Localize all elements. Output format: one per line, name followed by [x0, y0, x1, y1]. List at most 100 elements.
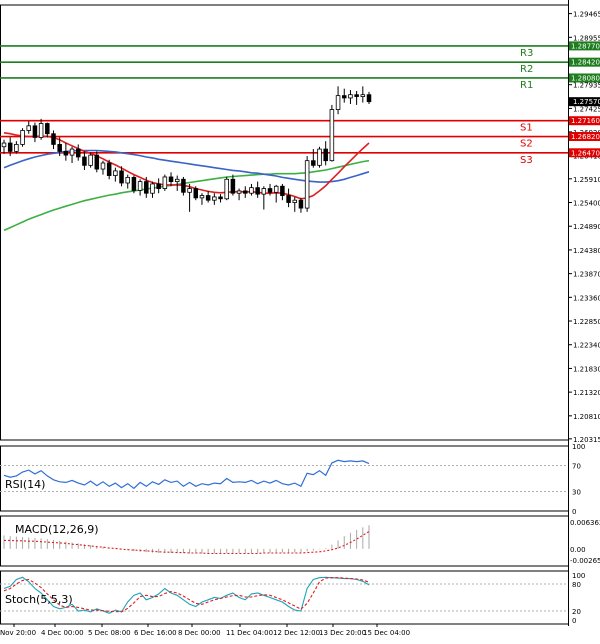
- current-price-label: 1.27570: [573, 98, 600, 106]
- stoch-tick-label: 80: [572, 581, 581, 589]
- stoch-panel-frame: [0, 570, 569, 625]
- candle-bull: [212, 196, 217, 201]
- level-price-label-s2: 1.26820: [571, 133, 600, 141]
- candle-bull: [150, 183, 155, 194]
- time-tick-label: 6 Dec 16:00: [134, 629, 177, 637]
- rsi-panel-label: RSI(14): [5, 478, 45, 491]
- candle-bear: [205, 195, 211, 201]
- stoch-tick-label: 20: [572, 608, 581, 616]
- candle-bear: [230, 178, 236, 194]
- candle-bull: [335, 95, 341, 110]
- rsi-tick-label: 70: [572, 463, 581, 471]
- macd-signal-line: [4, 531, 370, 555]
- candle-bull: [273, 185, 279, 193]
- candle-bear: [156, 183, 161, 189]
- candle-bear: [57, 144, 62, 152]
- macd-tick-label: 0.00: [570, 546, 586, 554]
- candle-bull: [1, 142, 7, 148]
- candle-bear: [106, 162, 112, 176]
- time-tick-label: 4 Dec 00:00: [41, 629, 84, 637]
- price-tick-label: 1.27425: [573, 105, 600, 113]
- level-price-label-r3: 1.28770: [571, 42, 600, 50]
- candle-bull: [14, 144, 19, 152]
- candle-bear: [255, 187, 260, 195]
- time-tick-label: 11 Dec 04:00: [226, 629, 273, 637]
- candle-bear: [193, 188, 199, 199]
- price-tick-label: 1.24890: [573, 223, 600, 231]
- level-price-label-s3: 1.26470: [571, 149, 600, 157]
- candle-bull: [249, 187, 254, 194]
- rsi-panel-frame: [0, 445, 569, 512]
- candle-bear: [131, 177, 137, 191]
- level-price-tag-s3: [569, 148, 600, 158]
- candle-bull: [38, 123, 44, 138]
- price-tick-label: 1.21320: [573, 389, 600, 397]
- candle-bear: [323, 148, 328, 162]
- candle-bear: [354, 94, 359, 97]
- time-tick-label: 13 Dec 20:00: [319, 629, 366, 637]
- time-tick-label: 5 Dec 08:00: [88, 629, 131, 637]
- candle-bull: [292, 199, 298, 203]
- stoch-tick-label: 0: [572, 617, 576, 625]
- candle-bull: [360, 94, 366, 97]
- candle-bull: [20, 130, 25, 145]
- candle-bull: [304, 160, 310, 209]
- candle-bear: [119, 170, 124, 184]
- level-price-tag-s1: [569, 116, 600, 126]
- candle-bull: [137, 181, 143, 191]
- macd-tick-label: -0.002652: [570, 557, 600, 565]
- level-price-tag-s2: [569, 132, 600, 142]
- price-tick-label: 1.21830: [573, 365, 600, 373]
- rsi-tick-label: 30: [572, 489, 581, 497]
- candle-bear: [243, 190, 248, 194]
- time-tick-label: 12 Dec 12:00: [273, 629, 320, 637]
- level-name-r2: R2: [520, 64, 533, 75]
- candle-bull: [329, 109, 335, 162]
- candle-bull: [187, 188, 192, 193]
- stoch-tick-label: 100: [572, 572, 585, 580]
- time-tick-label: Nov 20:00: [0, 629, 36, 637]
- candle-bull: [199, 195, 205, 199]
- candle-bear: [75, 148, 81, 158]
- price-tick-label: 1.27935: [573, 82, 600, 90]
- candle-bull: [224, 178, 229, 200]
- candle-bear: [280, 185, 285, 196]
- time-tick-label: 8 Dec 00:00: [178, 629, 221, 637]
- candle-bear: [94, 154, 100, 170]
- candle-bull: [88, 154, 93, 166]
- candle-bear: [267, 188, 273, 193]
- candle-bear: [144, 181, 149, 194]
- level-price-label-s1: 1.27160: [571, 117, 600, 125]
- level-price-label-r2: 1.28420: [571, 59, 600, 67]
- candle-bear: [366, 94, 372, 103]
- candle-bull: [125, 177, 130, 184]
- candle-bear: [168, 176, 174, 183]
- candle-bear: [7, 142, 13, 152]
- level-name-r1: R1: [520, 80, 533, 91]
- macd-panel-frame: [0, 515, 569, 567]
- price-tick-label: 1.22850: [573, 318, 600, 326]
- candle-bear: [286, 195, 291, 203]
- level-price-tag-r3: [569, 41, 600, 51]
- stoch-k-line: [3, 576, 370, 614]
- main-panel-frame: [0, 4, 569, 441]
- candle-bull: [174, 178, 180, 183]
- rsi-tick-label: 100: [572, 443, 585, 451]
- rsi-line: [3, 459, 370, 490]
- level-price-tag-r1: [569, 73, 600, 83]
- price-tick-label: 1.25400: [573, 200, 600, 208]
- candle-bear: [45, 123, 50, 135]
- candle-bull: [26, 125, 32, 131]
- candle-bull: [261, 188, 267, 195]
- level-name-s2: S2: [520, 139, 533, 150]
- macd-panel-label: MACD(12,26,9): [15, 523, 99, 536]
- level-name-r3: R3: [520, 48, 533, 59]
- price-tick-label: 1.22340: [573, 342, 600, 350]
- time-tick-label: 15 Dec 04:00: [363, 629, 410, 637]
- candle-bull: [113, 170, 118, 176]
- price-tick-label: 1.28955: [573, 34, 600, 42]
- price-tick-label: 1.24380: [573, 247, 600, 255]
- price-tick-label: 1.23870: [573, 271, 600, 279]
